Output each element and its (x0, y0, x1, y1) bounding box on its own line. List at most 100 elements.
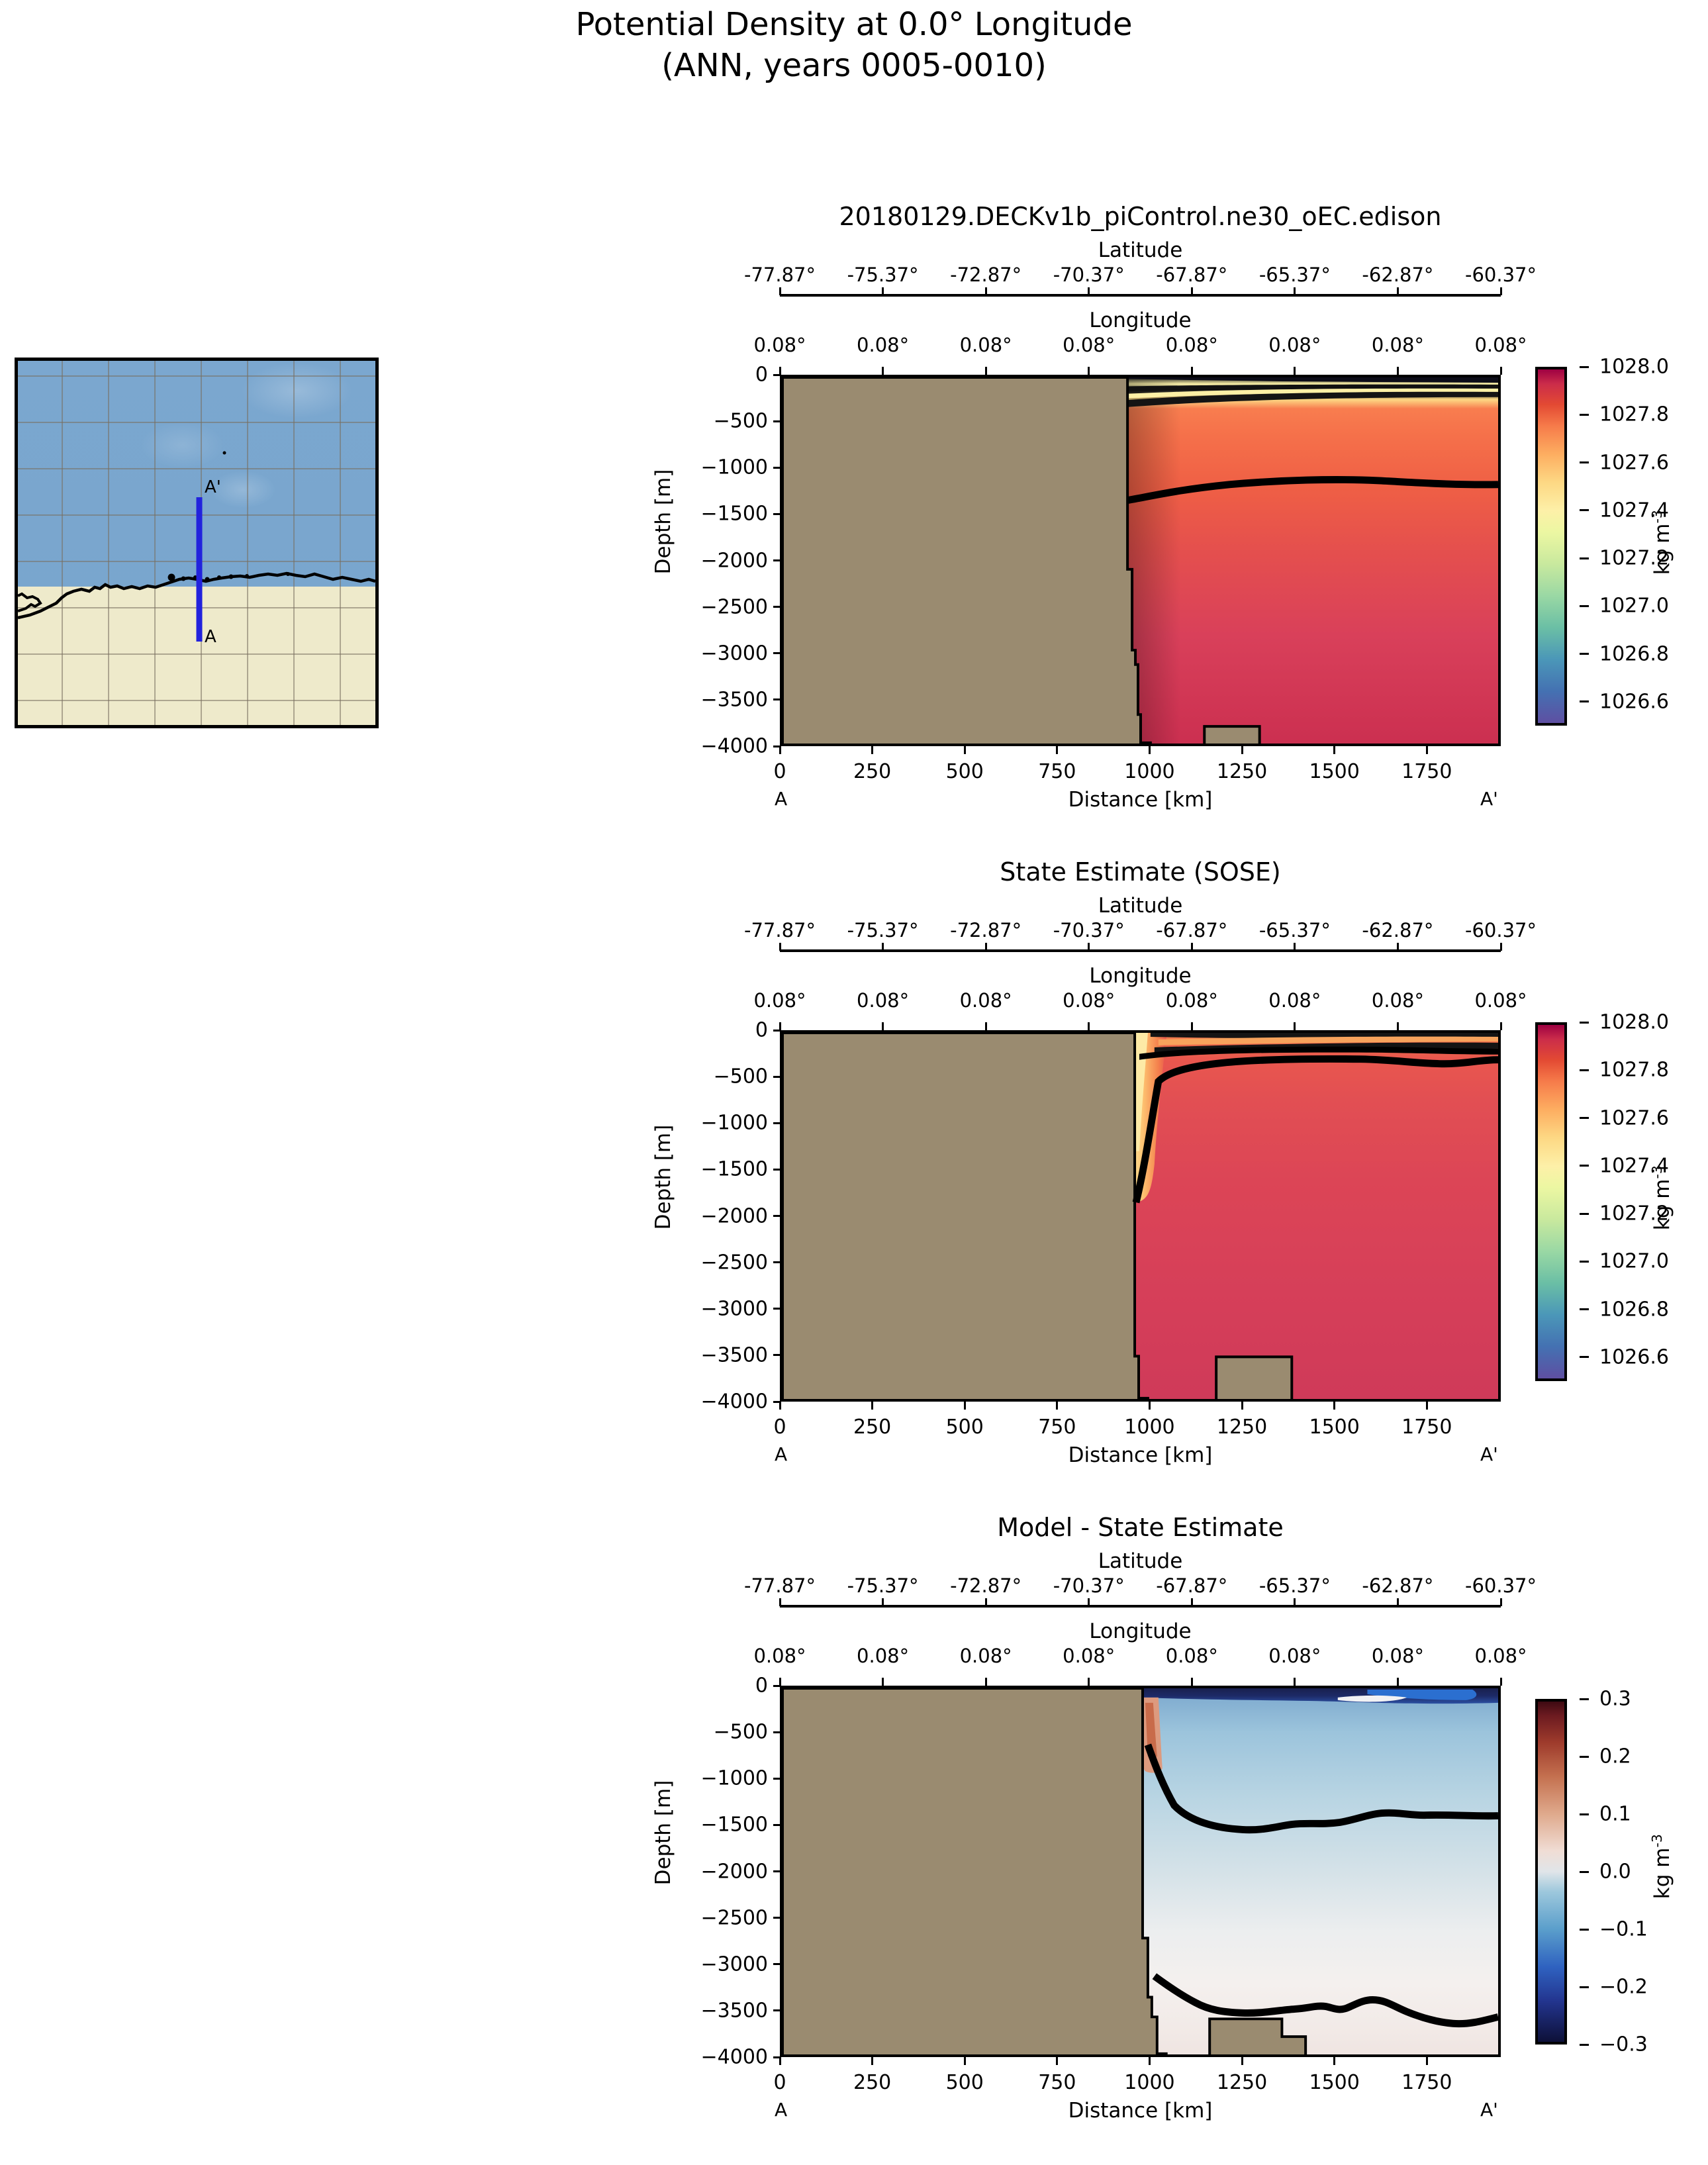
axis-tickmark (773, 2056, 781, 2058)
axis-tickmark (1396, 287, 1399, 295)
distance-axis-title-1: Distance [km] (1068, 788, 1213, 812)
colorbar-tickmark (1580, 509, 1589, 512)
distance-tick-label: 250 (853, 760, 892, 783)
longitude-ticklabels-1: 0.08° 0.08° 0.08° 0.08° 0.08° 0.08° 0.08° 0.08° (753, 334, 1527, 356)
colorbar-tickmark (1580, 1870, 1589, 1873)
latitude-tick-label: -77.87° (744, 919, 816, 941)
latitude-tick-label: -65.37° (1258, 264, 1331, 286)
latitude-tick-label: -65.37° (1258, 1574, 1331, 1597)
axis-tickmark (1190, 287, 1193, 295)
distance-tick-label: 1500 (1309, 1416, 1360, 1439)
panel-model-title: 20180129.DECKv1b_piControl.ne30_oEC.edis… (839, 202, 1442, 231)
axis-tickmark (1148, 2057, 1151, 2065)
axis-tickmark (882, 367, 884, 375)
colorbar-tick-label: 0.1 (1599, 1802, 1631, 1826)
depth-tick-label: −1500 (700, 1813, 768, 1837)
longitude-tick-label: 0.08° (1371, 334, 1424, 356)
axis-tickmark (1499, 1678, 1502, 1686)
axis-tickmark (1294, 367, 1296, 375)
axis-tickmark (1333, 746, 1336, 754)
colorbar-density-1 (1535, 367, 1567, 726)
longitude-ticklabels-2: 0.08° 0.08° 0.08° 0.08° 0.08° 0.08° 0.08° 0.08° (753, 989, 1527, 1012)
latitude-tick-label: -72.87° (950, 919, 1022, 941)
transect-locator-map: A' A (15, 358, 379, 728)
axis-tickmark (779, 746, 781, 754)
colorbar-tickmark (1580, 1260, 1589, 1263)
longitude-ticklabels-3: 0.08° 0.08° 0.08° 0.08° 0.08° 0.08° 0.08° 0.08° (753, 1645, 1527, 1667)
axis-tickmark (984, 1598, 987, 1606)
transect-start-label-2: A (775, 1443, 788, 1465)
distance-tick-label: 1500 (1309, 760, 1360, 783)
depth-tick-label: −1500 (700, 1157, 768, 1181)
axis-tickmark (984, 287, 987, 295)
longitude-tick-label: 0.08° (1371, 1645, 1424, 1667)
colorbar-tickmark (1580, 365, 1589, 368)
depth-tick-label: −500 (713, 409, 768, 433)
colorbar-ticklabels-3: 0.3 0.2 0.1 0.0 −0.1 −0.2 −0.3 (1580, 1688, 1708, 2056)
longitude-tick-label: 0.08° (1268, 334, 1321, 356)
distance-tick-label: 0 (773, 760, 786, 783)
coastline-path (18, 451, 375, 620)
axis-tickmark (773, 420, 781, 422)
depth-axis-title-3: Depth [m] (651, 1780, 675, 1886)
colorbar-tick-label: −0.1 (1599, 1917, 1648, 1941)
distance-tick-label: 500 (945, 2071, 984, 2094)
colorbar-ticklabels-2: 1028.0 1027.8 1027.6 1027.4 1027.2 1027.0 1026… (1580, 1011, 1708, 1381)
axis-tickmark (773, 1823, 781, 1826)
colorbar-tickmark (1580, 1021, 1589, 1024)
colorbar-tick-label: 1027.4 (1599, 1154, 1669, 1178)
panel-difference-title: Model - State Estimate (997, 1513, 1284, 1542)
axis-tickmark (1333, 2057, 1336, 2065)
axis-tickmark (1425, 2057, 1428, 2065)
colorbar-ticklabels-1: 1028.0 1027.8 1027.6 1027.4 1027.2 1027.0 1026… (1580, 356, 1708, 726)
colorbar-tickmark (1580, 1755, 1589, 1758)
distance-tick-label: 1750 (1401, 1416, 1452, 1439)
longitude-tick-label: 0.08° (1474, 334, 1527, 356)
longitude-axis-label-3: Longitude (1089, 1619, 1192, 1643)
longitude-tick-label: 0.08° (857, 334, 910, 356)
colorbar-tickmark (1580, 1069, 1589, 1071)
axis-tickmark (963, 746, 966, 754)
longitude-tick-label: 0.08° (1371, 989, 1424, 1012)
axis-tickmark (773, 1029, 781, 1032)
depth-tick-label: −3500 (700, 1343, 768, 1367)
axis-tickmark (773, 1870, 781, 1872)
colorbar-tickmark (1580, 1698, 1589, 1700)
latitude-tick-label: -67.87° (1156, 264, 1228, 286)
longitude-tick-label: 0.08° (959, 1645, 1012, 1667)
transect-start-label-1: A (775, 788, 788, 810)
transect-end-label-map: A' (205, 477, 221, 497)
longitude-tick-label: 0.08° (1268, 989, 1321, 1012)
transect-end-label-3: A' (1480, 2099, 1498, 2121)
axis-tickmark (1088, 287, 1090, 295)
axis-tickmark (984, 943, 987, 951)
depth-tick-label: −1000 (700, 456, 768, 479)
axis-tickmark (773, 512, 781, 515)
distance-ticklabels-1: 0 250 500 750 1000 1250 1500 1750 (773, 760, 1501, 785)
distance-tickmarks-1 (779, 746, 1501, 755)
cross-section-difference (780, 1686, 1501, 2057)
distance-tick-label: 0 (773, 1416, 786, 1439)
axis-tickmark (779, 287, 781, 295)
axis-tickmark (1396, 367, 1399, 375)
axis-tickmark (773, 698, 781, 701)
latitude-tickmarks-2 (779, 941, 1502, 951)
axis-tickmark (1294, 1598, 1296, 1606)
axis-tickmark (882, 1598, 884, 1606)
distance-tick-label: 1250 (1216, 1416, 1268, 1439)
latitude-tick-label: -60.37° (1465, 919, 1537, 941)
longitude-tick-label: 0.08° (857, 989, 910, 1012)
depth-tick-label: −3000 (700, 642, 768, 665)
distance-tick-label: 1500 (1309, 2071, 1360, 2094)
axis-tickmark (773, 1122, 781, 1124)
axis-tickmark (1499, 287, 1502, 295)
colorbar-tickmark (1580, 1117, 1589, 1120)
longitude-axis-label-1: Longitude (1089, 309, 1192, 332)
distance-tick-label: 750 (1038, 1416, 1076, 1439)
depth-tick-label: −2000 (700, 1860, 768, 1883)
latitude-tick-label: -60.37° (1465, 1574, 1537, 1597)
depth-ticklabels-1: 0 −500 −1000 −1500 −2000 −2500 −3000 −3500 −4000 (649, 363, 768, 758)
colorbar-tick-label: 1028.0 (1599, 1010, 1669, 1034)
axis-tickmark (1499, 943, 1502, 951)
colorbar-tick-label: −0.2 (1599, 1975, 1648, 1999)
